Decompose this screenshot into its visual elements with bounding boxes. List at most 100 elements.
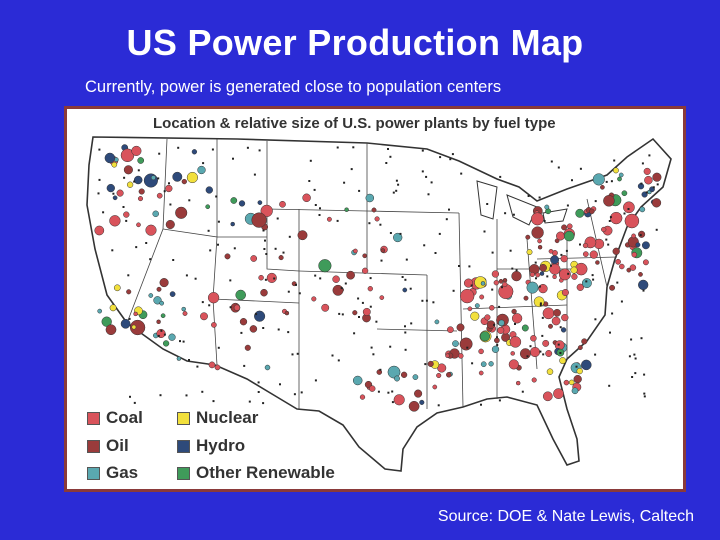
small-plant-dot	[262, 402, 265, 405]
plant-marker	[592, 173, 605, 186]
plant-marker	[133, 311, 138, 317]
plant-marker	[238, 200, 246, 207]
plant-marker	[560, 255, 568, 263]
small-plant-dot	[296, 352, 299, 355]
small-plant-dot	[217, 220, 220, 223]
plant-marker	[529, 346, 541, 358]
plant-marker	[511, 308, 517, 315]
small-plant-dot	[331, 354, 334, 357]
plant-marker	[560, 327, 567, 333]
small-plant-dot	[385, 162, 388, 164]
plant-marker	[352, 375, 363, 386]
plant-marker	[230, 221, 235, 227]
small-plant-dot	[97, 192, 100, 195]
plant-marker	[254, 310, 266, 322]
small-plant-dot	[128, 317, 131, 320]
plant-marker	[353, 248, 358, 254]
plant-marker	[652, 172, 662, 182]
small-plant-dot	[375, 320, 378, 323]
small-plant-dot	[405, 258, 408, 261]
plant-marker	[493, 280, 499, 286]
plant-marker	[120, 318, 131, 329]
small-plant-dot	[273, 277, 276, 280]
plant-marker	[542, 339, 550, 347]
plant-marker	[479, 294, 485, 300]
plant-marker	[211, 322, 217, 328]
plant-marker	[615, 258, 621, 265]
small-plant-dot	[379, 223, 382, 226]
plant-marker	[138, 188, 145, 195]
plant-marker	[452, 340, 459, 347]
plant-marker	[160, 313, 166, 319]
small-plant-dot	[610, 180, 613, 183]
plant-marker	[575, 208, 585, 218]
plant-marker	[548, 248, 554, 254]
plant-marker	[251, 212, 267, 228]
small-plant-dot	[137, 169, 140, 172]
legend-label: Hydro	[196, 436, 246, 455]
small-plant-dot	[409, 287, 412, 290]
plant-marker	[601, 226, 607, 233]
small-plant-dot	[298, 292, 301, 295]
plant-marker	[393, 232, 403, 243]
small-plant-dot	[439, 156, 442, 159]
plant-marker	[573, 374, 582, 384]
small-plant-dot	[314, 204, 317, 206]
plant-marker	[156, 286, 162, 292]
small-plant-dot	[460, 172, 463, 175]
plant-marker	[175, 206, 188, 219]
small-plant-dot	[159, 394, 162, 397]
small-plant-dot	[594, 353, 597, 356]
small-plant-dot	[541, 316, 544, 319]
plant-marker	[362, 253, 368, 259]
plant-marker	[362, 307, 371, 316]
small-plant-dot	[288, 235, 291, 238]
small-plant-dot	[470, 284, 473, 287]
small-plant-dot	[491, 288, 494, 291]
plant-marker	[544, 204, 550, 210]
small-plant-dot	[631, 376, 634, 378]
small-plant-dot	[361, 301, 364, 304]
small-plant-dot	[196, 365, 199, 368]
plant-marker	[112, 195, 118, 201]
small-plant-dot	[229, 306, 232, 309]
small-plant-dot	[112, 192, 115, 195]
plant-marker	[491, 345, 500, 353]
plant-marker	[104, 152, 116, 164]
plant-marker	[376, 369, 383, 375]
plant-marker	[552, 274, 557, 280]
small-plant-dot	[499, 175, 502, 178]
plant-marker	[133, 175, 143, 185]
plant-marker	[97, 308, 103, 314]
small-plant-dot	[391, 401, 394, 404]
plant-marker	[582, 251, 589, 257]
small-plant-dot	[430, 181, 433, 184]
map-legend: Coal Oil Gas Nuclear Hydro Other Renewab…	[87, 407, 387, 489]
small-plant-dot	[550, 264, 552, 267]
small-plant-dot	[397, 183, 400, 186]
small-plant-dot	[169, 203, 172, 206]
small-plant-dot	[257, 381, 260, 384]
small-plant-dot	[380, 259, 383, 262]
plant-marker	[365, 193, 375, 203]
plant-marker	[257, 200, 263, 205]
plant-marker	[539, 263, 547, 272]
small-plant-dot	[557, 166, 560, 169]
plant-marker	[284, 310, 290, 316]
plant-marker	[456, 323, 465, 332]
plant-marker	[463, 278, 474, 288]
plant-marker	[491, 270, 500, 278]
small-plant-dot	[163, 333, 166, 336]
small-plant-dot	[452, 289, 455, 292]
small-plant-dot	[559, 326, 562, 329]
small-plant-dot	[129, 395, 131, 398]
plant-marker	[538, 283, 548, 294]
plant-marker	[510, 351, 515, 356]
plant-marker	[239, 318, 248, 326]
small-plant-dot	[648, 154, 651, 157]
small-plant-dot	[509, 249, 512, 252]
small-plant-dot	[243, 364, 246, 367]
plant-marker	[497, 326, 505, 334]
plant-marker	[165, 219, 175, 230]
plant-marker	[609, 284, 616, 291]
